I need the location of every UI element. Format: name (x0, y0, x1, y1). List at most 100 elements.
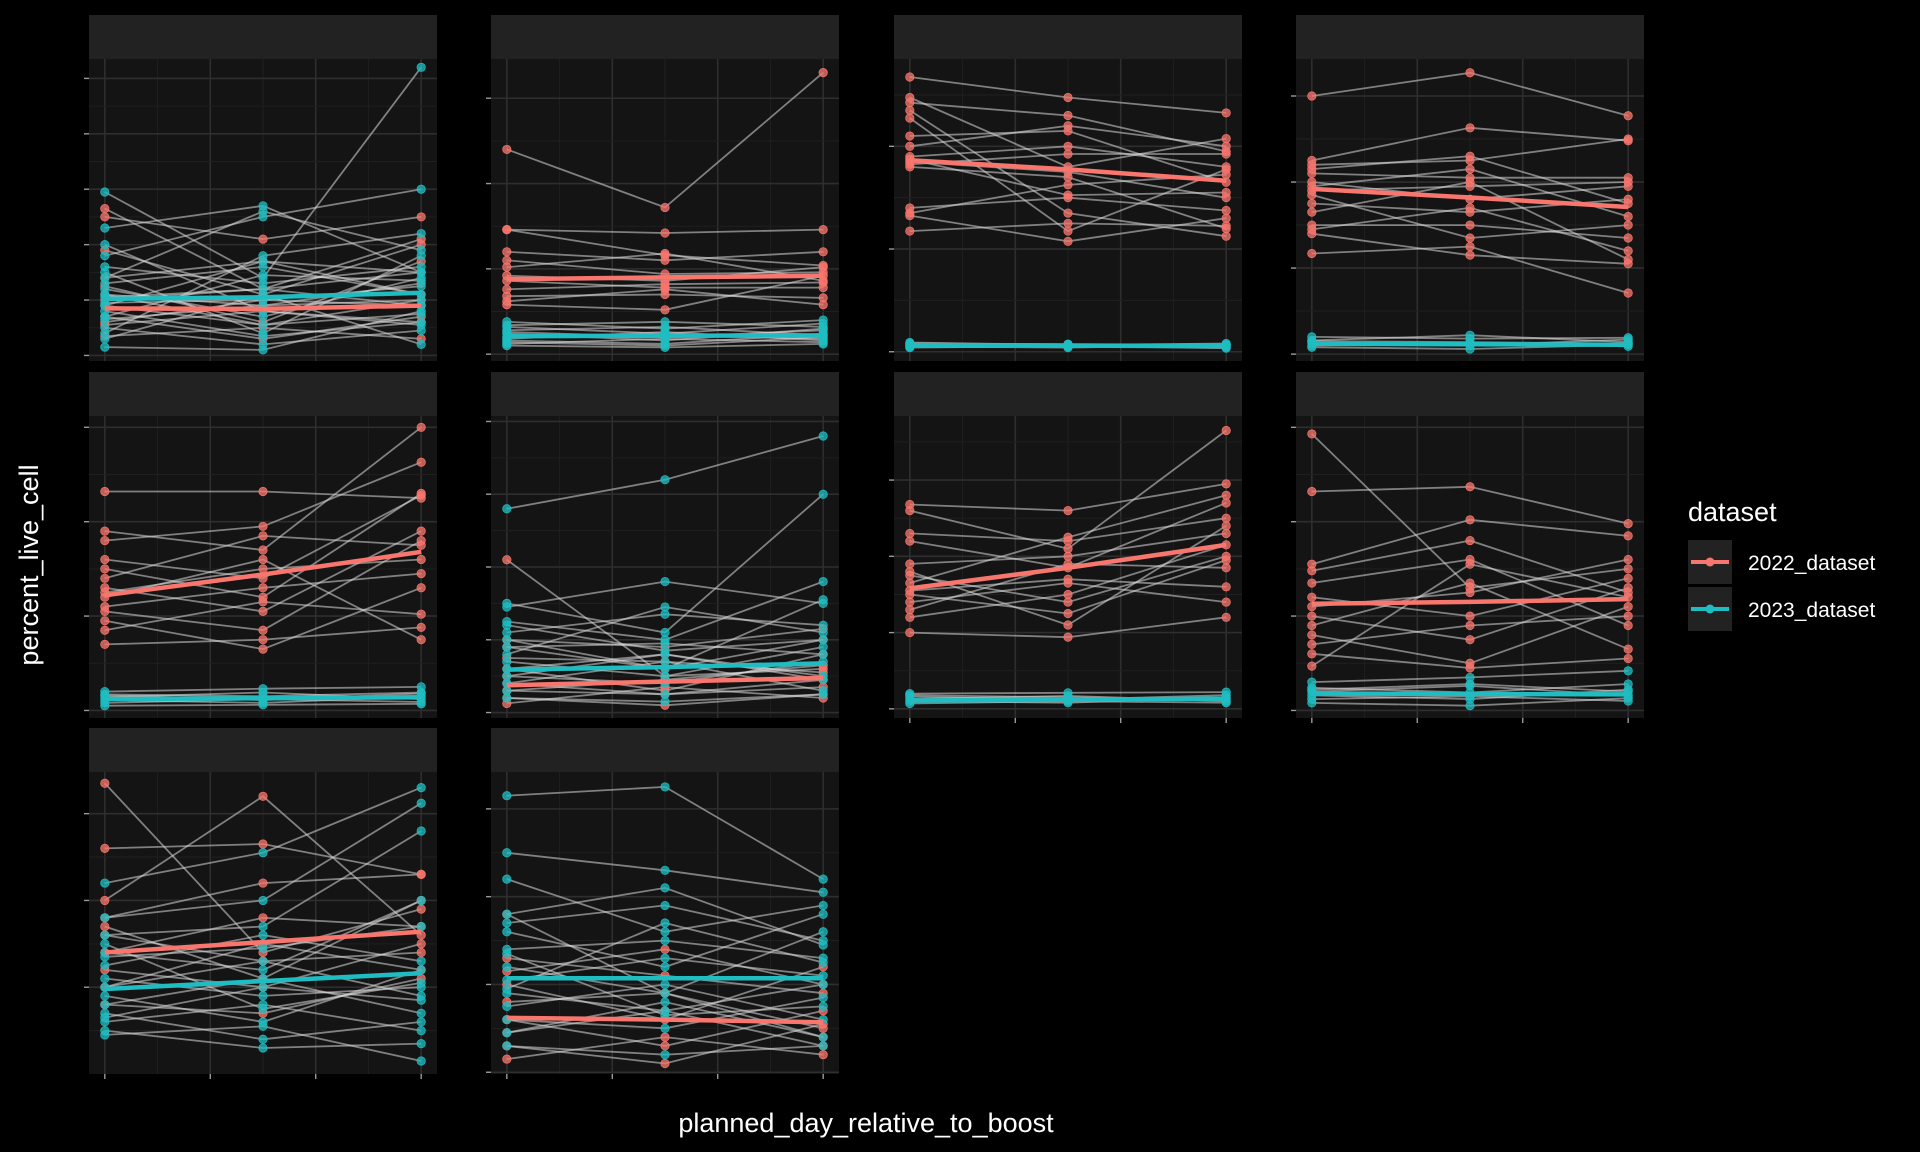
data-point (100, 701, 110, 711)
data-point (905, 627, 915, 638)
x-axis-title: planned_day_relative_to_boost (678, 1108, 1054, 1138)
data-point (1063, 149, 1073, 159)
data-point (1221, 221, 1231, 231)
legend-label-2022: 2022_dataset (1748, 552, 1875, 575)
data-point (1221, 213, 1231, 223)
data-point (905, 72, 915, 82)
data-point (502, 602, 512, 612)
data-point (502, 1028, 512, 1038)
data-point (100, 526, 110, 536)
data-point (258, 895, 268, 906)
legend-title: dataset (1688, 497, 1777, 527)
data-point (416, 947, 426, 958)
data-point (660, 646, 670, 656)
data-point (818, 1041, 828, 1051)
data-point (416, 1017, 426, 1027)
data-point (258, 278, 268, 289)
data-point (1221, 597, 1231, 607)
data-point (660, 1050, 670, 1060)
data-point (905, 536, 915, 546)
data-point (100, 1030, 110, 1040)
data-point (416, 783, 426, 793)
data-point (100, 223, 110, 233)
data-point (1623, 134, 1633, 144)
trend-line-2023_dataset (104, 971, 422, 992)
data-point (416, 939, 426, 949)
data-point (660, 944, 670, 954)
data-point (258, 1043, 268, 1053)
data-point (1465, 620, 1475, 631)
data-point (416, 921, 426, 932)
data-point (416, 569, 426, 579)
data-point (1221, 141, 1231, 151)
data-point (100, 251, 110, 261)
data-point (502, 693, 512, 703)
data-point (1307, 649, 1317, 659)
data-point (1307, 578, 1317, 588)
legend-point-2022 (1705, 557, 1715, 567)
data-point (1465, 151, 1475, 161)
data-point (818, 887, 828, 897)
data-point (1063, 236, 1073, 246)
data-point (100, 342, 110, 352)
facet-pDC (486, 728, 839, 1079)
data-point (818, 979, 828, 990)
data-point (502, 848, 512, 858)
data-point (416, 622, 426, 633)
data-point (416, 212, 426, 222)
data-point (1063, 578, 1073, 588)
facet-strip (1296, 372, 1644, 416)
data-point (1307, 566, 1317, 576)
data-point (1221, 582, 1231, 592)
trend-line-2022_dataset (506, 675, 824, 688)
data-point (100, 999, 110, 1010)
legend-point-2023 (1705, 604, 1715, 614)
data-point (502, 984, 512, 994)
data-point (1221, 555, 1231, 565)
trend-line-2023_dataset (1311, 691, 1629, 697)
data-point (818, 689, 828, 699)
data-point (905, 131, 915, 141)
data-point (1623, 518, 1633, 529)
data-point (258, 270, 268, 280)
data-point (416, 62, 426, 72)
facet-Basophils (84, 15, 437, 361)
data-point (818, 927, 828, 937)
data-point (660, 927, 670, 937)
data-point (258, 991, 268, 1001)
data-point (1623, 602, 1633, 612)
data-point (416, 535, 426, 546)
facet-strip (89, 728, 437, 772)
data-point (660, 988, 670, 998)
data-point (1221, 612, 1231, 622)
data-point (818, 489, 828, 499)
data-point (660, 475, 670, 485)
data-point (258, 606, 268, 616)
data-point (502, 555, 512, 565)
data-point (416, 978, 426, 988)
facet-Intermediate_Monocytes (486, 372, 839, 718)
data-point (905, 141, 915, 151)
data-point (502, 262, 512, 272)
data-point (100, 573, 110, 583)
data-point (818, 993, 828, 1003)
data-point (100, 895, 110, 906)
data-point (100, 535, 110, 546)
data-point (1623, 177, 1633, 187)
data-point (1465, 220, 1475, 230)
data-point (1307, 630, 1317, 640)
data-point (905, 589, 915, 600)
data-point (905, 211, 915, 221)
data-point (1623, 259, 1633, 269)
data-point (1221, 169, 1231, 180)
data-point (1063, 544, 1073, 554)
trend-line-2023_dataset (1311, 341, 1629, 347)
data-point (1465, 611, 1475, 621)
data-point (100, 973, 110, 984)
data-point (660, 1058, 670, 1069)
data-point (100, 878, 110, 888)
data-point (416, 554, 426, 565)
data-point (660, 697, 670, 707)
data-point (416, 956, 426, 966)
trend-line-2022_dataset (104, 549, 422, 598)
